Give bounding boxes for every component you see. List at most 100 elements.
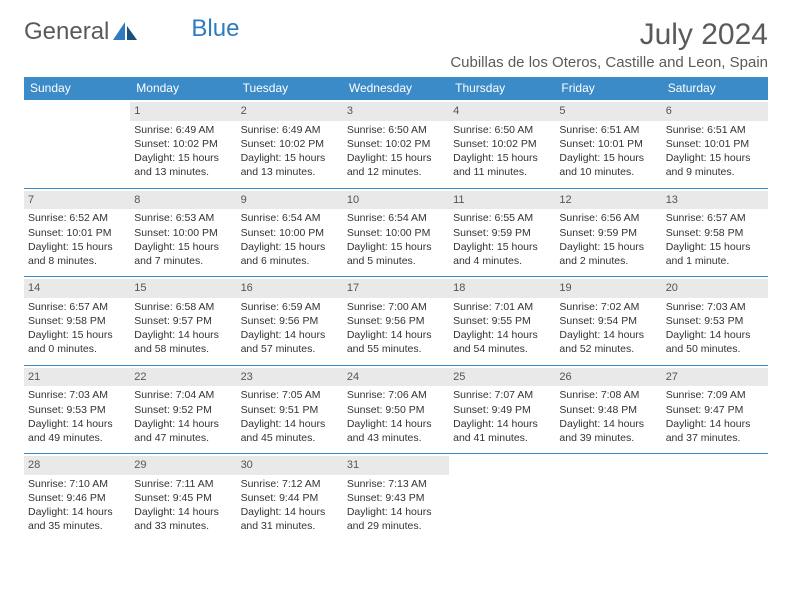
- daylight-line1: Daylight: 14 hours: [666, 417, 764, 431]
- daylight-line1: Daylight: 15 hours: [347, 240, 445, 254]
- daylight-line2: and 4 minutes.: [453, 254, 551, 268]
- calendar-cell: [662, 454, 768, 542]
- calendar-cell: 25Sunrise: 7:07 AMSunset: 9:49 PMDayligh…: [449, 365, 555, 454]
- daylight-line2: and 10 minutes.: [559, 165, 657, 179]
- calendar-cell: 23Sunrise: 7:05 AMSunset: 9:51 PMDayligh…: [237, 365, 343, 454]
- day-number: 18: [449, 279, 555, 298]
- day-number: 31: [343, 456, 449, 475]
- day-number: 25: [449, 368, 555, 387]
- calendar-body: 1Sunrise: 6:49 AMSunset: 10:02 PMDayligh…: [24, 100, 768, 542]
- daylight-line2: and 1 minute.: [666, 254, 764, 268]
- brand-word2: Blue: [191, 15, 239, 43]
- sunset-text: Sunset: 9:58 PM: [666, 226, 764, 240]
- daylight-line1: Daylight: 14 hours: [28, 505, 126, 519]
- calendar-cell: 2Sunrise: 6:49 AMSunset: 10:02 PMDayligh…: [237, 100, 343, 189]
- day-number: 14: [24, 279, 130, 298]
- day-number: 24: [343, 368, 449, 387]
- calendar-cell: 17Sunrise: 7:00 AMSunset: 9:56 PMDayligh…: [343, 277, 449, 366]
- sunrise-text: Sunrise: 7:10 AM: [28, 477, 126, 491]
- day-number: 8: [130, 191, 236, 210]
- calendar-cell: 27Sunrise: 7:09 AMSunset: 9:47 PMDayligh…: [662, 365, 768, 454]
- sunrise-text: Sunrise: 6:56 AM: [559, 211, 657, 225]
- sunrise-text: Sunrise: 7:04 AM: [134, 388, 232, 402]
- daylight-line2: and 29 minutes.: [347, 519, 445, 533]
- daylight-line1: Daylight: 14 hours: [241, 505, 339, 519]
- sunrise-text: Sunrise: 6:51 AM: [666, 123, 764, 137]
- calendar-cell: 24Sunrise: 7:06 AMSunset: 9:50 PMDayligh…: [343, 365, 449, 454]
- daylight-line1: Daylight: 14 hours: [347, 328, 445, 342]
- sunrise-text: Sunrise: 6:53 AM: [134, 211, 232, 225]
- weekday-header-row: Sunday Monday Tuesday Wednesday Thursday…: [24, 77, 768, 100]
- calendar-cell: 20Sunrise: 7:03 AMSunset: 9:53 PMDayligh…: [662, 277, 768, 366]
- daylight-line2: and 52 minutes.: [559, 342, 657, 356]
- sunset-text: Sunset: 9:47 PM: [666, 403, 764, 417]
- sunset-text: Sunset: 10:00 PM: [134, 226, 232, 240]
- daylight-line2: and 50 minutes.: [666, 342, 764, 356]
- sunrise-text: Sunrise: 7:03 AM: [666, 300, 764, 314]
- calendar-cell: 5Sunrise: 6:51 AMSunset: 10:01 PMDayligh…: [555, 100, 661, 189]
- day-number: 7: [24, 191, 130, 210]
- sunset-text: Sunset: 9:58 PM: [28, 314, 126, 328]
- sunrise-text: Sunrise: 7:11 AM: [134, 477, 232, 491]
- calendar-cell: 13Sunrise: 6:57 AMSunset: 9:58 PMDayligh…: [662, 188, 768, 277]
- sunset-text: Sunset: 9:48 PM: [559, 403, 657, 417]
- calendar-row: 14Sunrise: 6:57 AMSunset: 9:58 PMDayligh…: [24, 277, 768, 366]
- day-number: 6: [662, 102, 768, 121]
- daylight-line2: and 39 minutes.: [559, 431, 657, 445]
- weekday-header: Wednesday: [343, 77, 449, 100]
- calendar-cell: 22Sunrise: 7:04 AMSunset: 9:52 PMDayligh…: [130, 365, 236, 454]
- weekday-header: Friday: [555, 77, 661, 100]
- calendar-cell: 8Sunrise: 6:53 AMSunset: 10:00 PMDayligh…: [130, 188, 236, 277]
- daylight-line2: and 9 minutes.: [666, 165, 764, 179]
- day-number: 27: [662, 368, 768, 387]
- daylight-line2: and 2 minutes.: [559, 254, 657, 268]
- brand-word1: General: [24, 18, 109, 46]
- daylight-line1: Daylight: 14 hours: [453, 328, 551, 342]
- day-number: 3: [343, 102, 449, 121]
- calendar-cell: 14Sunrise: 6:57 AMSunset: 9:58 PMDayligh…: [24, 277, 130, 366]
- calendar-cell: 21Sunrise: 7:03 AMSunset: 9:53 PMDayligh…: [24, 365, 130, 454]
- month-title: July 2024: [450, 18, 768, 52]
- day-number: 29: [130, 456, 236, 475]
- sunrise-text: Sunrise: 6:49 AM: [241, 123, 339, 137]
- sunrise-text: Sunrise: 6:54 AM: [241, 211, 339, 225]
- daylight-line2: and 33 minutes.: [134, 519, 232, 533]
- day-number: 10: [343, 191, 449, 210]
- day-number: 15: [130, 279, 236, 298]
- sunset-text: Sunset: 9:57 PM: [134, 314, 232, 328]
- day-number: 20: [662, 279, 768, 298]
- calendar-cell: [555, 454, 661, 542]
- calendar-cell: 18Sunrise: 7:01 AMSunset: 9:55 PMDayligh…: [449, 277, 555, 366]
- daylight-line1: Daylight: 14 hours: [28, 417, 126, 431]
- day-number: 19: [555, 279, 661, 298]
- sunset-text: Sunset: 9:46 PM: [28, 491, 126, 505]
- sunrise-text: Sunrise: 6:50 AM: [347, 123, 445, 137]
- day-number: 28: [24, 456, 130, 475]
- daylight-line2: and 58 minutes.: [134, 342, 232, 356]
- sunset-text: Sunset: 10:01 PM: [559, 137, 657, 151]
- calendar-cell: 11Sunrise: 6:55 AMSunset: 9:59 PMDayligh…: [449, 188, 555, 277]
- calendar-cell: 6Sunrise: 6:51 AMSunset: 10:01 PMDayligh…: [662, 100, 768, 189]
- daylight-line1: Daylight: 15 hours: [559, 240, 657, 254]
- daylight-line1: Daylight: 14 hours: [241, 328, 339, 342]
- weekday-header: Thursday: [449, 77, 555, 100]
- daylight-line1: Daylight: 15 hours: [28, 328, 126, 342]
- daylight-line1: Daylight: 15 hours: [241, 151, 339, 165]
- day-number: 2: [237, 102, 343, 121]
- calendar-row: 7Sunrise: 6:52 AMSunset: 10:01 PMDayligh…: [24, 188, 768, 277]
- day-number: 5: [555, 102, 661, 121]
- daylight-line1: Daylight: 14 hours: [134, 505, 232, 519]
- daylight-line2: and 13 minutes.: [134, 165, 232, 179]
- daylight-line2: and 54 minutes.: [453, 342, 551, 356]
- daylight-line2: and 37 minutes.: [666, 431, 764, 445]
- daylight-line1: Daylight: 14 hours: [134, 328, 232, 342]
- sunset-text: Sunset: 9:55 PM: [453, 314, 551, 328]
- daylight-line2: and 13 minutes.: [241, 165, 339, 179]
- sunset-text: Sunset: 10:02 PM: [134, 137, 232, 151]
- day-number: 13: [662, 191, 768, 210]
- sunrise-text: Sunrise: 6:57 AM: [666, 211, 764, 225]
- daylight-line1: Daylight: 15 hours: [453, 240, 551, 254]
- daylight-line2: and 49 minutes.: [28, 431, 126, 445]
- calendar-row: 21Sunrise: 7:03 AMSunset: 9:53 PMDayligh…: [24, 365, 768, 454]
- sunset-text: Sunset: 9:56 PM: [241, 314, 339, 328]
